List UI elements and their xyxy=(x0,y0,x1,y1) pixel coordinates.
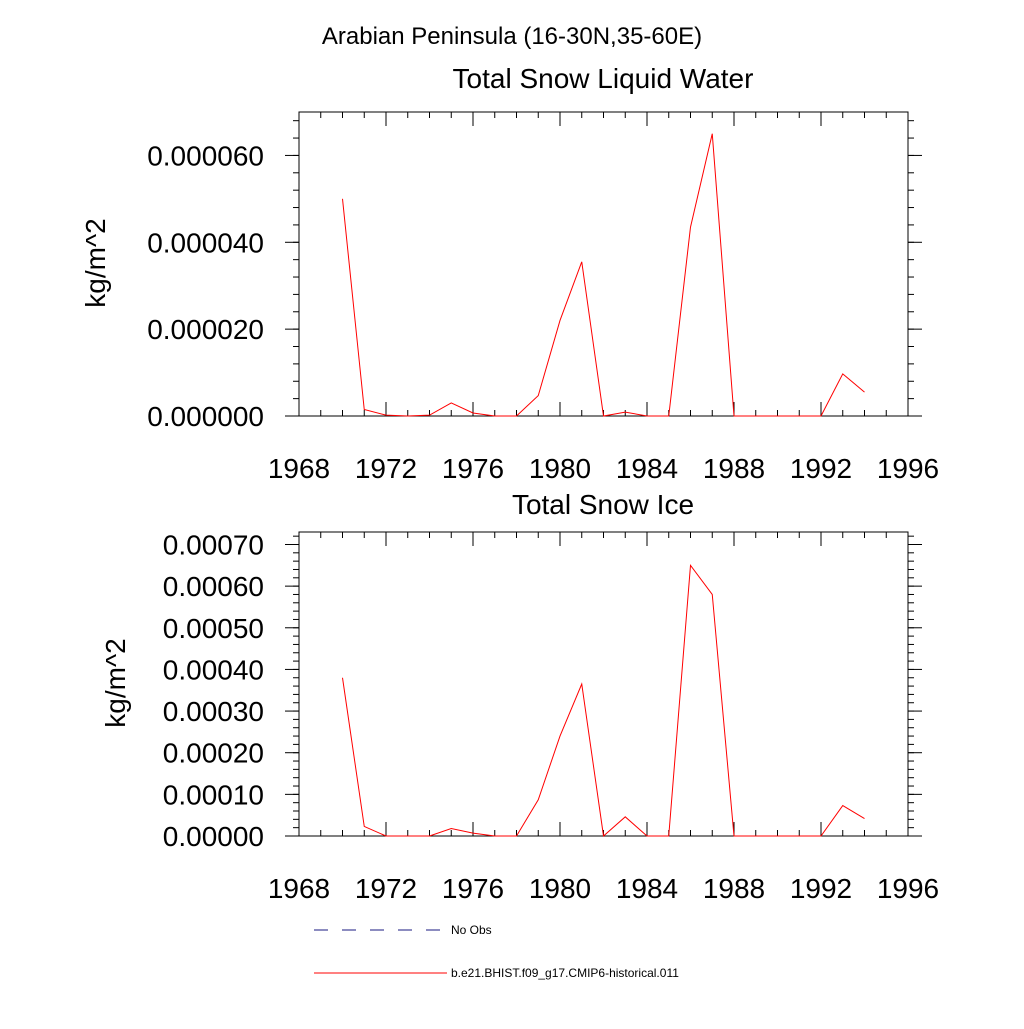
x-tick-label: 1976 xyxy=(442,453,504,484)
y-tick-label: 0.00040 xyxy=(163,654,264,685)
legend-label-no-obs: No Obs xyxy=(451,923,492,937)
panel-title: Total Snow Ice xyxy=(512,489,694,520)
figure-title: Arabian Peninsula (16-30N,35-60E) xyxy=(322,23,702,50)
x-tick-label: 1996 xyxy=(877,453,939,484)
x-tick-label: 1988 xyxy=(703,873,765,904)
x-tick-label: 1992 xyxy=(790,873,852,904)
x-tick-label: 1980 xyxy=(529,453,591,484)
y-tick-label: 0.00070 xyxy=(163,529,264,560)
x-tick-label: 1976 xyxy=(442,873,504,904)
panel-title: Total Snow Liquid Water xyxy=(453,63,754,94)
y-tick-label: 0.00050 xyxy=(163,613,264,644)
x-tick-label: 1992 xyxy=(790,453,852,484)
y-tick-label: 0.000060 xyxy=(147,140,264,171)
plot-frame xyxy=(298,531,909,837)
y-tick-label: 0.000020 xyxy=(147,314,264,345)
x-tick-label: 1968 xyxy=(268,873,330,904)
x-tick-label: 1972 xyxy=(355,873,417,904)
y-tick-label: 0.00010 xyxy=(163,779,264,810)
x-tick-label: 1996 xyxy=(877,873,939,904)
series-line xyxy=(342,563,865,837)
x-tick-label: 1988 xyxy=(703,453,765,484)
x-tick-label: 1980 xyxy=(529,873,591,904)
y-tick-label: 0.00030 xyxy=(163,696,264,727)
y-tick-label: 0.000000 xyxy=(147,401,264,432)
legend-label-model: b.e21.BHIST.f09_g17.CMIP6-historical.011 xyxy=(451,966,679,980)
y-tick-label: 0.00000 xyxy=(163,821,264,852)
y-tick-label: 0.000040 xyxy=(147,227,264,258)
x-tick-label: 1968 xyxy=(268,453,330,484)
x-tick-label: 1984 xyxy=(616,453,678,484)
y-tick-label: 0.00020 xyxy=(163,738,264,769)
y-tick-label: 0.00060 xyxy=(163,571,264,602)
legend: No Obs b.e21.BHIST.f09_g17.CMIP6-histori… xyxy=(314,923,679,980)
y-axis-label: kg/m^2 xyxy=(80,218,111,307)
x-tick-label: 1972 xyxy=(355,453,417,484)
panel-snow-ice: Total Snow Ice kg/m^2 1968 1972 1976 1980 19… xyxy=(100,489,939,904)
panel-snow-liquid-water: Total Snow Liquid Water kg/m^2 1968 1972 1… xyxy=(80,63,939,484)
x-tick-label: 1984 xyxy=(616,873,678,904)
y-axis-label: kg/m^2 xyxy=(100,638,131,727)
plot-frame xyxy=(298,111,909,417)
series-line xyxy=(342,133,865,417)
